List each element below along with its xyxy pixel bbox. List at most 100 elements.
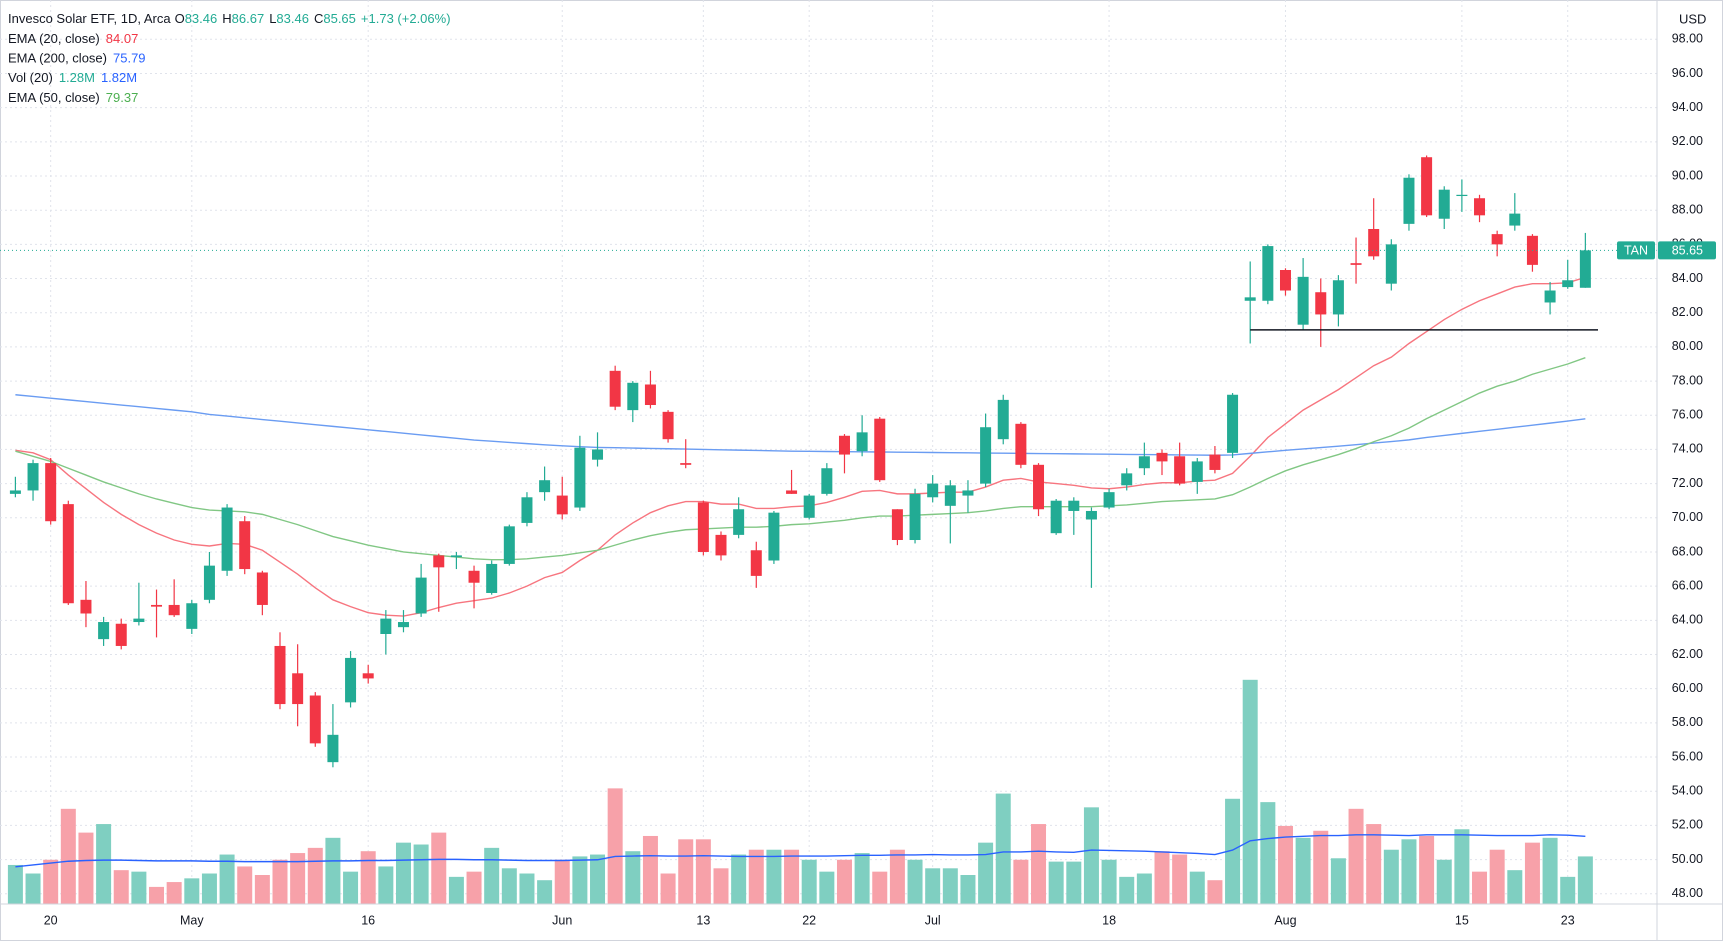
volume-bar bbox=[784, 849, 800, 904]
volume-bar bbox=[1295, 837, 1311, 904]
candle-body bbox=[909, 493, 921, 541]
volume-bar bbox=[201, 873, 217, 904]
candle-body bbox=[203, 565, 215, 600]
candle-body bbox=[362, 673, 374, 679]
indicator-line bbox=[15, 276, 1586, 617]
candle-body bbox=[380, 618, 392, 634]
volume-bar bbox=[1031, 824, 1047, 904]
volume-bar bbox=[1242, 679, 1258, 904]
legend-row: EMA (50, close) 79.37 bbox=[8, 90, 138, 105]
volume-bar bbox=[166, 882, 182, 904]
volume-bar bbox=[1013, 859, 1029, 904]
volume-bar bbox=[554, 859, 570, 904]
candle-body bbox=[327, 734, 339, 763]
x-tick-label: Jul bbox=[925, 913, 941, 927]
indicator-value: 79.37 bbox=[106, 90, 139, 105]
candle-body bbox=[503, 526, 515, 564]
volume-bar bbox=[607, 788, 623, 904]
volume-bar bbox=[360, 851, 376, 904]
candle-body bbox=[168, 604, 180, 616]
candle-body bbox=[468, 570, 480, 583]
symbol-tag bbox=[1617, 241, 1655, 260]
candle-body bbox=[115, 623, 127, 646]
volume-bar bbox=[748, 849, 764, 904]
candle-body bbox=[1050, 500, 1062, 534]
volume-bar bbox=[1313, 830, 1329, 904]
volume-bar bbox=[1348, 808, 1364, 904]
legend-row: EMA (20, close) 84.07 bbox=[8, 31, 138, 46]
volume-bar bbox=[96, 824, 112, 904]
price-tag bbox=[1658, 241, 1716, 260]
candle-body bbox=[450, 555, 462, 558]
candle-body bbox=[574, 447, 586, 508]
candle-body bbox=[1244, 297, 1256, 301]
volume-bar bbox=[1101, 859, 1117, 904]
candle-body bbox=[609, 370, 621, 407]
volume-bar bbox=[343, 871, 359, 904]
indicator-name: EMA (20, close) bbox=[8, 31, 100, 46]
y-tick-label: 78.00 bbox=[1672, 373, 1703, 387]
overlays: TAN bbox=[0, 241, 1657, 331]
y-tick-label: 52.00 bbox=[1672, 818, 1703, 832]
volume-bar bbox=[307, 847, 323, 904]
candle-body bbox=[486, 563, 498, 593]
indicator-line bbox=[15, 357, 1586, 561]
candle-body bbox=[1385, 244, 1397, 284]
indicator-value: 84.07 bbox=[106, 31, 139, 46]
volume-bar bbox=[1172, 854, 1188, 904]
candle-body bbox=[1315, 292, 1327, 315]
candle-body bbox=[345, 657, 357, 703]
volume-bar bbox=[184, 878, 200, 904]
volume-bar bbox=[1454, 829, 1470, 904]
volume-bar bbox=[7, 864, 23, 904]
x-tick-label: 16 bbox=[361, 913, 375, 927]
y-tick-label: 74.00 bbox=[1672, 442, 1703, 456]
candle-body bbox=[997, 399, 1009, 440]
volume-bar bbox=[854, 853, 870, 904]
volume-bar bbox=[1383, 849, 1399, 904]
y-tick-label: 56.00 bbox=[1672, 749, 1703, 763]
y-tick-label: 98.00 bbox=[1672, 32, 1703, 46]
indicator-line bbox=[15, 394, 1586, 456]
candle-body bbox=[1474, 198, 1486, 216]
price-tag-label: 85.65 bbox=[1672, 244, 1703, 258]
candle-body bbox=[1350, 263, 1362, 265]
indicator-value: 1.28M bbox=[59, 71, 95, 86]
axes: 48.00 50.00 52.00 54.00 56.00 58.00 60.00 62.00… bbox=[44, 32, 1716, 927]
candle-body bbox=[1138, 456, 1150, 469]
y-tick-label: 94.00 bbox=[1672, 100, 1703, 114]
volume-bar bbox=[942, 868, 958, 904]
volume-bar bbox=[149, 886, 165, 904]
candle-body bbox=[1033, 464, 1045, 510]
volume-bar bbox=[819, 871, 835, 904]
candle-body bbox=[1191, 461, 1203, 482]
candle-body bbox=[556, 495, 568, 515]
candle-body bbox=[1544, 290, 1556, 303]
x-tick-label: May bbox=[180, 913, 204, 927]
volume-bar bbox=[1507, 870, 1523, 904]
candle-body bbox=[239, 521, 251, 570]
candle-body bbox=[1068, 500, 1080, 511]
x-tick-label: Aug bbox=[1274, 913, 1296, 927]
volume-bar bbox=[78, 832, 94, 904]
legend-row: Vol (20) 1.28M 1.82M bbox=[8, 71, 137, 86]
candle-body bbox=[697, 502, 709, 552]
candle-body bbox=[45, 463, 57, 522]
candle-body bbox=[27, 463, 39, 491]
candle-body bbox=[733, 509, 745, 535]
volume-bar bbox=[925, 868, 941, 904]
volume-bar bbox=[1472, 871, 1488, 904]
candle-body bbox=[786, 490, 798, 494]
volume-bar bbox=[1066, 861, 1082, 904]
y-tick-label: 88.00 bbox=[1672, 202, 1703, 216]
candle-body bbox=[803, 495, 815, 518]
y-tick-label: 90.00 bbox=[1672, 168, 1703, 182]
ohlc-key: C bbox=[314, 11, 323, 26]
volume-bar bbox=[1560, 876, 1576, 904]
volume-bar bbox=[519, 873, 535, 904]
y-tick-label: 68.00 bbox=[1672, 544, 1703, 558]
candle-body bbox=[856, 432, 868, 452]
candle-body bbox=[592, 449, 604, 460]
y-tick-label: 80.00 bbox=[1672, 339, 1703, 353]
